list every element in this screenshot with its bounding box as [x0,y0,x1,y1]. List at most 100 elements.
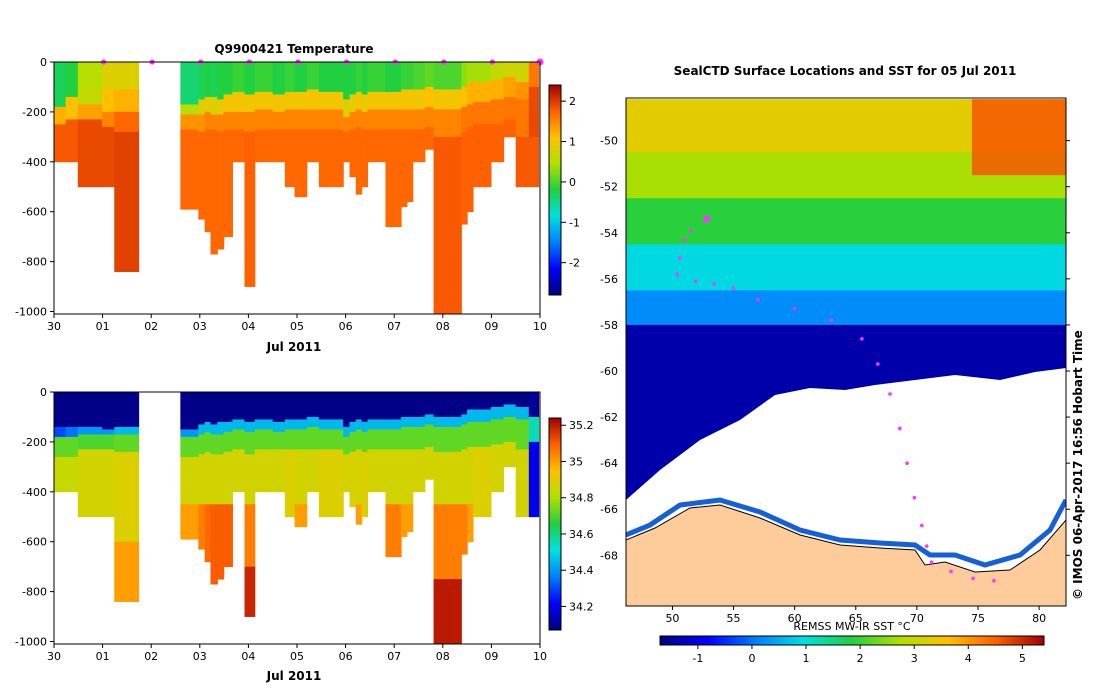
profile-layer-cell [198,99,206,115]
profile-layer-cell [294,419,308,430]
profile-layer-cell [198,424,206,435]
profile-layer-cell [232,91,246,113]
profile-layer-cell [180,129,199,210]
profile-layer-cell [318,449,344,518]
profile-layer-cell [461,424,468,450]
profile-layer-cell [223,451,233,505]
profile-layer-cell [367,62,387,93]
profile-layer-cell [361,111,369,130]
profile-layer-cell [210,454,218,505]
profile-layer-cell [232,419,246,430]
profile-layer-cell [433,136,462,315]
profile-layer-cell [433,62,462,90]
profile-layer-cell [217,114,225,133]
profile-layer-cell [102,111,115,128]
profile-layer-cell [306,62,320,90]
profile-layer-cell [180,429,199,438]
profile-layer-cell [503,119,517,138]
profile-layer-cell [424,126,435,150]
profile-layer-cell [306,89,320,110]
track-point [756,297,760,302]
profile-layer-cell [467,421,474,448]
profile-layer-cell [204,451,212,505]
profile-layer-cell [294,129,308,198]
profile-layer-cell [318,392,344,420]
colorbar-tick-label: 34.6 [569,528,594,541]
profile-layer-cell [424,106,435,128]
imos-annotation: © IMOS 06-Apr-2017 16:56 Hobart Time [1071,330,1085,600]
profile-layer-cell [54,436,67,458]
ice-shelf-edge [626,497,1066,568]
profile-layer-cell [515,406,530,420]
profile-layer-cell [244,111,256,133]
profile-layer-cell [54,456,67,493]
profile-layer-cell [503,392,517,405]
salinity-x-ticks: 30 01 02 03 04 05 06 07 08 09 10 [47,644,547,663]
map-y-tick-label: -60 [600,365,618,378]
profile-layer-cell [367,449,387,493]
profile-layer-cell [77,86,103,105]
profile-layer-cell [318,62,344,93]
profile-layer-cell [515,62,530,83]
profile-layer-cell [385,109,402,130]
profile-layer-cell [284,129,296,188]
map-x-ticks: 50 55 60 65 70 75 80 [665,606,1046,625]
profile-layer-cell [490,124,505,163]
profile-layer-cell [204,392,212,423]
sst-band [626,198,1066,245]
x-tick-label: 07 [387,320,401,333]
map-y-ticks: -50 -52 -54 -56 -58 -60 -62 -64 -66 -68 [600,135,1070,562]
y-tick-label: -800 [22,586,47,599]
profile-layer-cell [349,62,357,95]
profile-layer-cell [77,426,103,435]
profile-layer-cell [272,431,286,450]
temperature-colorbar [548,84,562,296]
profile-layer-cell [367,392,387,420]
profile-layer-cell [77,449,103,518]
profile-layer-cell [355,109,363,128]
profile-layer-cell [515,99,530,138]
profile-layer-cell [65,456,79,493]
profile-layer-cell [254,392,274,420]
x-tick-label: 02 [144,650,158,663]
profile-layer-cell [294,91,308,110]
profile-layer-cell [223,94,233,113]
profile-layer-cell [244,94,256,113]
profile-layer-cell [424,392,435,415]
profile-layer-cell [102,89,115,113]
profile-layer-cell [401,89,408,110]
profile-layer-cell [461,414,468,425]
salinity-colorbar [548,417,562,631]
profile-layer-cell [272,392,286,423]
profile-layer-cell [223,431,233,453]
profile-layer-cell [361,421,369,433]
map-colorbar-tick-label: 3 [911,652,918,665]
profile-layer-cell [490,419,505,445]
temperature-colorbar-ticks: 2 1 0 -1 -2 [561,95,580,270]
profile-layer-cell [461,86,468,108]
profile-layer-cell [210,96,218,115]
profile-layer-cell [217,434,225,455]
x-tick-label: 01 [96,650,110,663]
track-point [860,337,864,341]
profile-layer-cell [284,429,296,450]
x-tick-label: 01 [96,320,110,333]
map-y-tick-label: -68 [600,549,618,562]
profile-layer-cell [528,416,540,443]
profile-layer-cell [401,416,408,428]
profile-layer-cell [503,96,517,120]
track-point [792,307,797,311]
track-point [678,256,682,260]
profile-layer-cell [198,131,206,220]
x-tick-label: 03 [193,650,207,663]
profile-layer-cell [349,451,357,508]
profile-layer-cell [503,404,517,418]
x-tick-label: 05 [290,650,304,663]
profile-layer-cell [306,426,320,450]
profile-layer-cell [114,62,140,90]
profile-layer-cell [412,129,426,163]
profile-layer-cell [467,81,474,105]
map-colorbar-label: REMSS MW-IR SST °C [793,620,911,633]
profile-layer-cell [180,504,199,540]
profile-layer-cell [490,79,505,100]
